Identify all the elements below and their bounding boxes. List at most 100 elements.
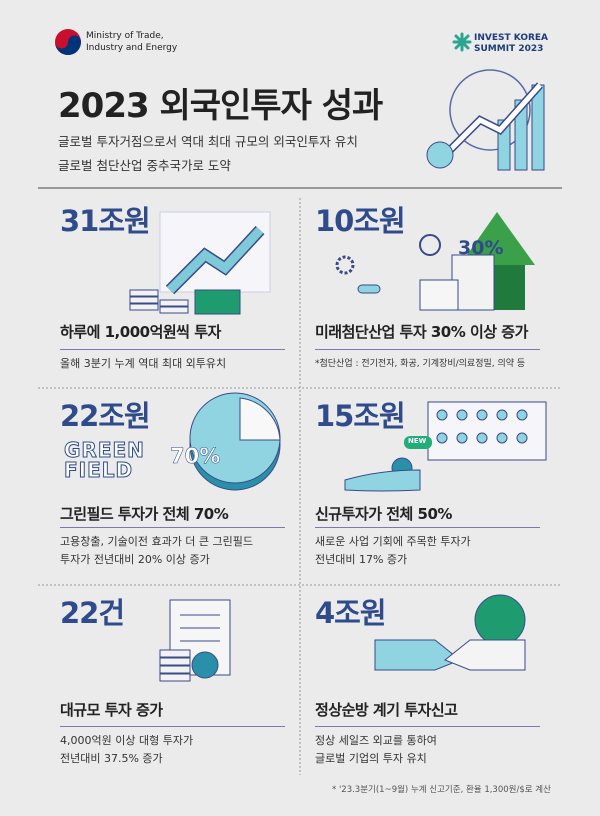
illustration-shape xyxy=(456,432,468,444)
card-rule xyxy=(60,527,285,528)
illustration-text: GREEN FIELD xyxy=(64,438,145,482)
illustration-shape xyxy=(454,34,470,50)
ministry-line: Industry and Energy xyxy=(86,43,178,53)
illustration-shape xyxy=(497,84,545,171)
illustration-line: FIELD xyxy=(64,458,134,482)
subtitle-line: 글로벌 투자거점으로서 역대 최대 규모의 외국인투자 유치 xyxy=(58,134,358,149)
card-description: 올해 3분기 누계 역대 최대 외투유치 xyxy=(60,355,226,373)
card-heading: 대규모 투자 증가 xyxy=(60,701,163,719)
card-rule xyxy=(315,527,540,528)
illustration-shape xyxy=(444,639,526,671)
illustration-shape xyxy=(449,69,531,151)
card-description: *첨단산업 : 전기전자, 화공, 기계장비/의료정밀, 의약 등 xyxy=(315,355,525,373)
description-line: 올해 3분기 누계 역대 최대 외투유치 xyxy=(60,357,227,370)
illustration-shape xyxy=(335,255,355,275)
illustration-shape xyxy=(452,32,472,52)
illustration-text: NEW xyxy=(408,437,427,445)
illustration-shape xyxy=(448,83,542,152)
illustration-shape xyxy=(159,673,191,682)
illustration-shape xyxy=(404,436,432,449)
card-heading: 미래첨단산업 투자 30% 이상 증가 xyxy=(315,323,528,341)
illustration-shape xyxy=(476,409,488,421)
illustration-shape xyxy=(427,401,547,461)
illustration-shape xyxy=(474,594,526,646)
illustration-shape xyxy=(436,409,528,444)
illustration-shape xyxy=(451,254,495,311)
card-figure: 10조원 xyxy=(315,204,406,238)
illustration-shape xyxy=(436,432,448,444)
subtitle: 글로벌 투자거점으로서 역대 최대 규모의 외국인투자 유치 글로벌 첨단산업 … xyxy=(58,130,358,178)
description-line: *첨단산업 : 전기전자, 화공, 기계장비/의료정밀, 의약 등 xyxy=(315,359,526,369)
description-line: 전년대비 17% 증가 xyxy=(315,553,408,566)
card-figure: 22조원 xyxy=(60,399,151,433)
illustration-shape xyxy=(460,212,535,265)
illustration-line: GREEN xyxy=(64,438,145,462)
event-logo-line: SUMMIT 2023 xyxy=(474,44,544,54)
illustration-shape xyxy=(374,639,461,671)
illustration-text: 70% xyxy=(170,444,221,469)
card-rule xyxy=(60,726,285,727)
card-figure: 22건 xyxy=(60,596,125,630)
illustration-shape xyxy=(514,99,528,171)
illustration-shape xyxy=(159,657,191,666)
card-heading: 신규투자가 전체 50% xyxy=(315,505,452,523)
card-heading: 하루에 1,000억원씩 투자 xyxy=(60,323,221,341)
card-figure: 4조원 xyxy=(315,596,387,630)
illustration-shape xyxy=(159,299,189,307)
illustration-text: 30% xyxy=(458,237,504,259)
card-figure: 15조원 xyxy=(315,399,406,433)
card-rule xyxy=(315,726,540,727)
illustration-shape xyxy=(426,141,454,169)
illustration-shape xyxy=(344,469,421,492)
illustration-shape xyxy=(159,649,191,682)
ministry-line: Ministry of Trade, xyxy=(86,31,164,41)
description-line: 고용창출, 기술이전 효과가 더 큰 그린필드 xyxy=(60,535,254,548)
subtitle-line: 글로벌 첨단산업 중추국가로 도약 xyxy=(58,158,231,173)
footnote: * '23.3분기(1~9월) 누계 신고기준, 환율 1,300원/$로 계산 xyxy=(332,785,551,795)
illustration-shape xyxy=(55,35,81,55)
illustration-shape xyxy=(516,409,528,421)
illustration-shape xyxy=(159,306,189,314)
description-line: 정상 세일즈 외교를 통하여 xyxy=(315,734,437,747)
illustration-shape xyxy=(129,289,189,314)
illustration-shape xyxy=(159,649,191,658)
illustration-shape xyxy=(239,397,281,441)
description-line: 글로벌 기업의 투자 유치 xyxy=(315,752,427,765)
illustration-shape xyxy=(436,409,448,421)
illustration-shape xyxy=(129,289,159,297)
description-line: 전년대비 37.5% 증가 xyxy=(60,752,163,765)
illustration-shape xyxy=(180,614,220,642)
illustration-shape xyxy=(476,432,488,444)
card-rule xyxy=(60,349,285,350)
card-rule xyxy=(315,349,540,350)
illustration-shape xyxy=(159,665,191,674)
illustration-shape xyxy=(496,432,508,444)
illustration-shape xyxy=(456,409,468,421)
event-logo: INVEST KOREA SUMMIT 2023 xyxy=(474,33,548,55)
illustration-shape xyxy=(496,409,508,421)
illustration-shape xyxy=(194,289,241,315)
illustration-shape xyxy=(419,279,459,311)
illustration-shape xyxy=(357,284,381,294)
event-logo-line: INVEST KOREA xyxy=(474,33,549,43)
illustration-shape xyxy=(419,234,441,256)
illustration-shape xyxy=(516,432,528,444)
description-line: 투자가 전년대비 20% 이상 증가 xyxy=(60,553,210,566)
illustration-shape xyxy=(129,303,159,311)
illustration-shape xyxy=(129,296,159,304)
card-heading: 그린필드 투자가 전체 70% xyxy=(60,505,229,523)
ministry: Ministry of Trade, Industry and Energy xyxy=(86,30,177,54)
card-figure: 31조원 xyxy=(60,204,151,238)
description-line: 새로운 사업 기회에 주목한 투자가 xyxy=(315,535,471,548)
description-line: 4,000억원 이상 대형 투자가 xyxy=(60,734,194,747)
illustration-shape xyxy=(166,226,264,294)
title: 2023 외국인투자 성과 xyxy=(58,86,383,126)
card-heading: 정상순방 계기 투자신고 xyxy=(315,701,458,719)
illustration-shape xyxy=(191,651,219,679)
